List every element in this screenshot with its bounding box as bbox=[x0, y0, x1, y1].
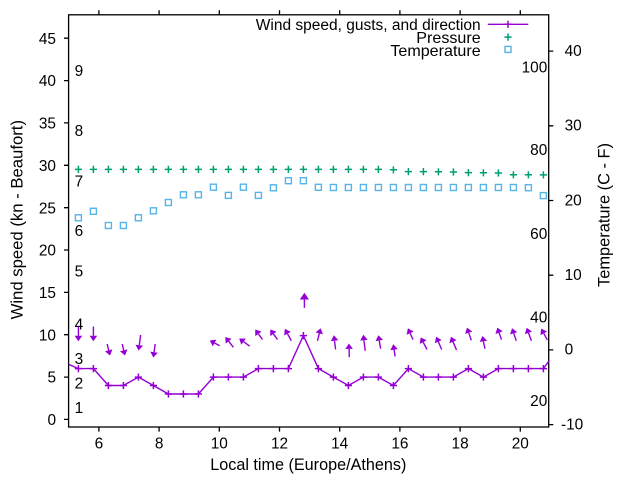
svg-text:Local time (Europe/Athens): Local time (Europe/Athens) bbox=[210, 456, 406, 474]
svg-text:6: 6 bbox=[75, 223, 84, 240]
svg-text:-10: -10 bbox=[561, 416, 583, 433]
svg-text:9: 9 bbox=[75, 63, 84, 80]
svg-text:16: 16 bbox=[391, 436, 408, 453]
svg-text:40: 40 bbox=[565, 43, 582, 60]
svg-text:8: 8 bbox=[75, 123, 84, 140]
svg-text:2: 2 bbox=[75, 375, 84, 392]
svg-text:45: 45 bbox=[39, 31, 56, 48]
svg-text:5: 5 bbox=[47, 370, 56, 387]
svg-text:18: 18 bbox=[452, 436, 469, 453]
svg-text:40: 40 bbox=[530, 309, 547, 326]
svg-text:Temperature: Temperature bbox=[390, 42, 480, 60]
svg-text:Wind speed, gusts, and directi: Wind speed, gusts, and direction bbox=[256, 17, 481, 34]
svg-text:100: 100 bbox=[522, 59, 548, 76]
svg-text:20: 20 bbox=[565, 192, 582, 209]
svg-text:14: 14 bbox=[331, 436, 349, 453]
svg-text:35: 35 bbox=[39, 116, 56, 133]
svg-text:1: 1 bbox=[75, 400, 84, 417]
svg-text:25: 25 bbox=[39, 200, 56, 217]
svg-text:10: 10 bbox=[565, 267, 582, 284]
svg-text:6: 6 bbox=[95, 436, 104, 453]
svg-text:80: 80 bbox=[530, 142, 547, 159]
svg-text:20: 20 bbox=[512, 436, 529, 453]
svg-text:30: 30 bbox=[565, 118, 582, 135]
svg-text:Temperature (C - F): Temperature (C - F) bbox=[596, 143, 614, 287]
svg-text:5: 5 bbox=[75, 263, 84, 280]
svg-text:Wind speed (kn - Beaufort): Wind speed (kn - Beaufort) bbox=[7, 120, 26, 319]
svg-text:0: 0 bbox=[47, 412, 56, 429]
svg-text:15: 15 bbox=[39, 285, 56, 302]
svg-text:Pressure: Pressure bbox=[416, 29, 480, 47]
svg-text:30: 30 bbox=[39, 158, 56, 175]
svg-text:0: 0 bbox=[565, 342, 574, 359]
svg-text:40: 40 bbox=[39, 73, 56, 90]
svg-text:12: 12 bbox=[271, 436, 288, 453]
svg-text:10: 10 bbox=[39, 327, 56, 344]
svg-text:3: 3 bbox=[75, 351, 84, 368]
svg-text:4: 4 bbox=[75, 316, 84, 333]
svg-text:7: 7 bbox=[75, 173, 84, 190]
svg-text:60: 60 bbox=[530, 226, 547, 243]
svg-text:8: 8 bbox=[155, 436, 164, 453]
svg-text:20: 20 bbox=[39, 243, 56, 260]
svg-text:10: 10 bbox=[211, 436, 228, 453]
svg-text:20: 20 bbox=[530, 393, 547, 410]
